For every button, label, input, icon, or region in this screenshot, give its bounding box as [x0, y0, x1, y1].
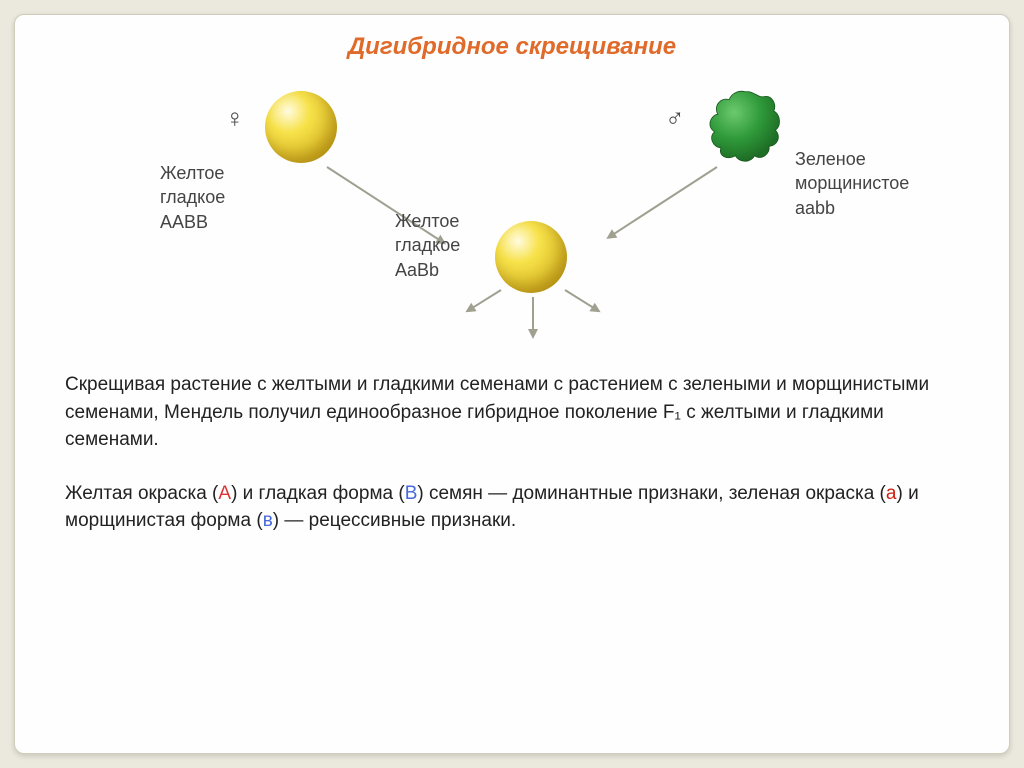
- text: ) семян — доминантные признаки, зеленая …: [417, 483, 886, 504]
- female-symbol: ♀: [225, 103, 245, 134]
- arrow-right: [607, 166, 717, 238]
- label-right-parent: Зеленое морщинистое aabb: [795, 147, 909, 220]
- pea-yellow-offspring: [495, 221, 567, 293]
- paragraph-1: Скрещивая растение с желтыми и гладкими …: [65, 371, 959, 454]
- page-title: Дигибридное скрещивание: [65, 33, 959, 61]
- label-line: гладкое: [160, 187, 225, 207]
- label-line: Зеленое: [795, 149, 866, 169]
- arrow-down-3: [564, 289, 599, 312]
- body-text: Скрещивая растение с желтыми и гладкими …: [65, 371, 959, 535]
- allele-B: В: [405, 483, 418, 504]
- cross-diagram: ♀ ♂ Желтое гладкое AABB Зеленое: [65, 91, 959, 321]
- label-line: морщинистое: [795, 173, 909, 193]
- text: ) — рецессивные признаки.: [273, 510, 516, 531]
- male-symbol: ♂: [665, 103, 685, 134]
- text: Желтая окраска (: [65, 483, 218, 504]
- allele-a: а: [886, 483, 897, 504]
- arrow-down-1: [467, 289, 502, 312]
- label-genotype: AaBb: [395, 260, 439, 280]
- pea-green-parent: [705, 87, 785, 167]
- label-genotype: aabb: [795, 198, 835, 218]
- label-genotype: AABB: [160, 212, 208, 232]
- allele-b: в: [263, 510, 273, 531]
- label-line: гладкое: [395, 235, 460, 255]
- card: Дигибридное скрещивание ♀ ♂: [14, 14, 1010, 754]
- text: ) и гладкая форма (: [231, 483, 405, 504]
- allele-A: А: [218, 483, 231, 504]
- label-line: Желтое: [160, 163, 224, 183]
- arrow-down-2: [532, 297, 534, 337]
- label-offspring: Желтое гладкое AaBb: [395, 209, 460, 282]
- paragraph-2: Желтая окраска (А) и гладкая форма (В) с…: [65, 480, 959, 535]
- pea-yellow-parent: [265, 91, 337, 163]
- label-line: Желтое: [395, 211, 459, 231]
- label-left-parent: Желтое гладкое AABB: [160, 161, 225, 234]
